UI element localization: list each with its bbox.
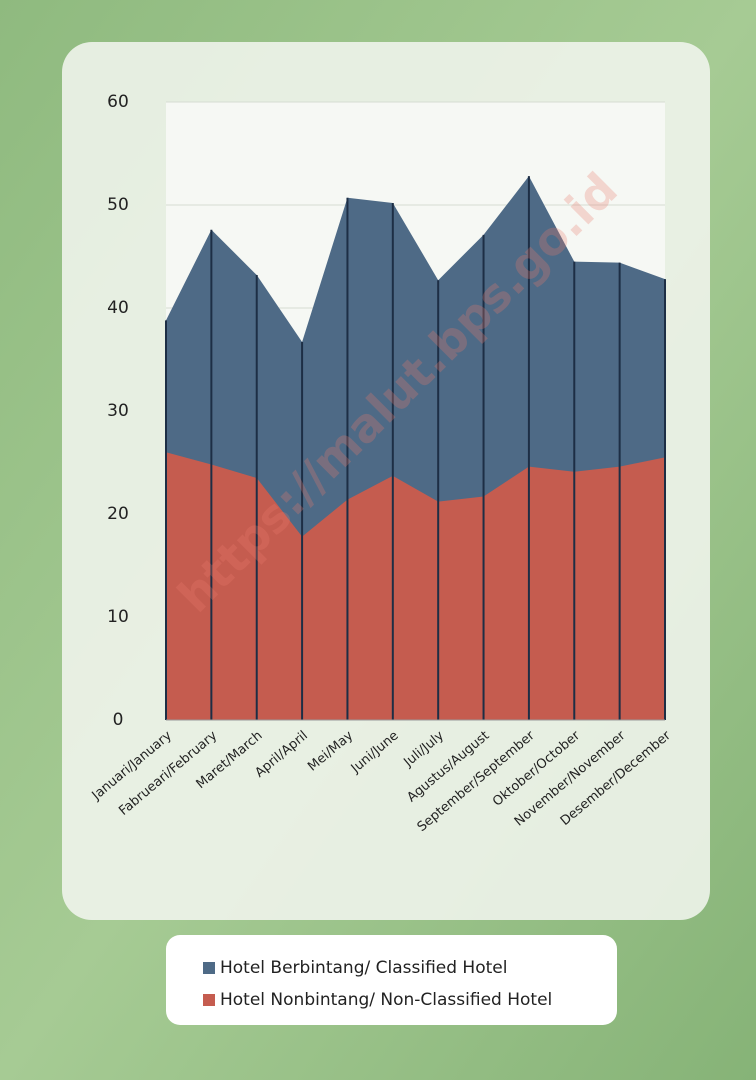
- area: [166, 452, 665, 720]
- y-tick-label: 40: [107, 298, 129, 318]
- y-tick-label: 30: [107, 401, 129, 421]
- y-tick-label: 60: [107, 92, 129, 112]
- legend-label: Hotel Berbintang/ Classified Hotel: [220, 958, 507, 978]
- y-tick-label: 20: [107, 504, 129, 524]
- y-tick-label: 0: [113, 710, 124, 730]
- y-tick-label: 50: [107, 195, 129, 215]
- legend-swatch: [203, 994, 215, 1006]
- legend-label: Hotel Nonbintang/ Non-Classified Hotel: [220, 990, 552, 1010]
- y-tick-label: 10: [107, 607, 129, 627]
- legend-box: [166, 935, 617, 1025]
- legend-swatch: [203, 962, 215, 974]
